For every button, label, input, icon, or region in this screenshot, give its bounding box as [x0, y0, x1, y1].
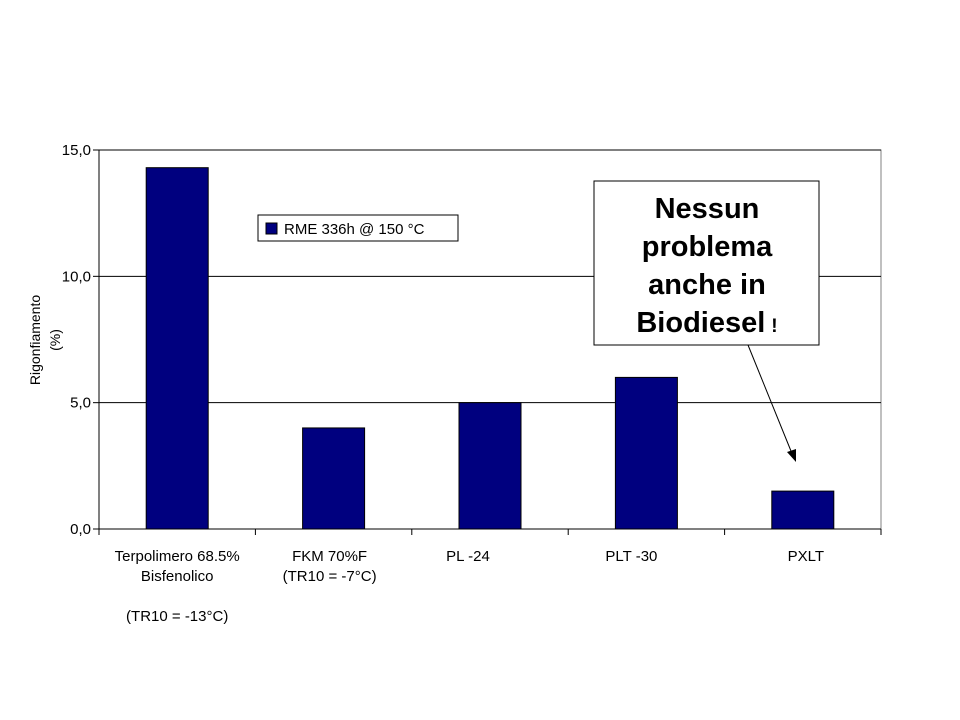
- y-tick-label: 0,0: [70, 521, 91, 538]
- y-tick-label: 15,0: [62, 142, 91, 159]
- legend: RME 336h @ 150 °C: [257, 214, 459, 242]
- bar: [145, 167, 209, 530]
- legend-box: [257, 214, 459, 242]
- bar: [771, 490, 835, 530]
- x-category-label: PXLT: [788, 548, 824, 565]
- y-axis-title: Rigonfiamento (%): [27, 295, 63, 385]
- x-category-label: PLT -30: [605, 548, 657, 565]
- axes: [93, 149, 882, 535]
- x-category-label: (TR10 = -7°C): [283, 568, 377, 585]
- bar: [614, 376, 678, 530]
- legend-swatch: [265, 222, 278, 235]
- x-category-label: (TR10 = -13°C): [126, 608, 228, 625]
- callout-box: [593, 180, 820, 346]
- x-category-labels: Terpolimero 68.5% Bisfenolico (TR10 = -13°…: [115, 548, 824, 625]
- annotation-callout: Nessun problema anche in Biodiesel!: [593, 180, 820, 462]
- callout-line: anche in: [648, 269, 766, 301]
- callout-line: problema: [642, 231, 773, 263]
- y-tick-label: 5,0: [70, 395, 91, 412]
- y-tick-label: 10,0: [62, 268, 91, 285]
- y-tick-labels: 0,0 5,0 10,0 15,0: [62, 142, 91, 538]
- bars: [145, 167, 835, 530]
- x-category-label: FKM 70%F: [292, 548, 367, 565]
- callout-arrow-line: [747, 344, 794, 457]
- y-axis-title-line: Rigonfiamento: [27, 295, 43, 385]
- callout-arrow-head: [787, 449, 796, 462]
- bar: [458, 402, 522, 530]
- legend-label: RME 336h @ 150 °C: [284, 221, 425, 238]
- y-axis-title-line: (%): [47, 329, 63, 351]
- x-category-label: Bisfenolico: [141, 568, 214, 585]
- bar: [302, 427, 366, 530]
- callout-line: Biodiesel!: [636, 307, 777, 339]
- x-category-label: PL -24: [446, 548, 490, 565]
- x-category-label: Terpolimero 68.5%: [115, 548, 240, 565]
- callout-line: Nessun: [655, 193, 760, 225]
- callout-exclamation: !: [771, 316, 777, 337]
